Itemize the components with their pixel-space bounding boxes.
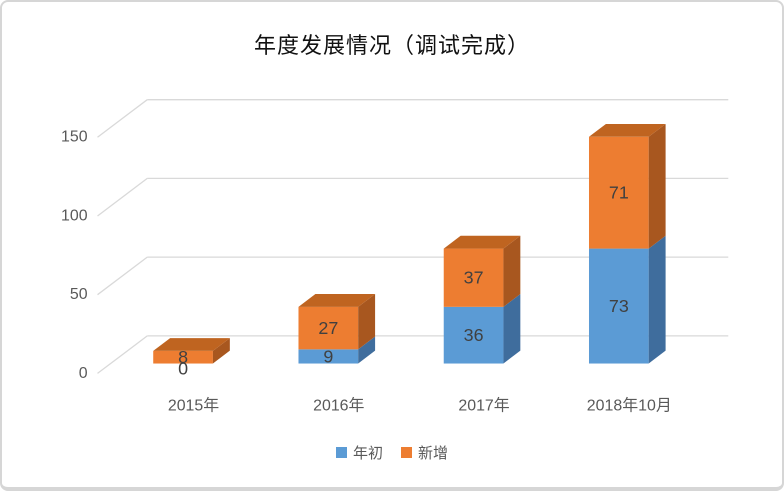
y-axis-tick-label: 150	[61, 129, 88, 146]
bar-top-新增	[298, 294, 376, 307]
data-label-新增: 37	[464, 268, 484, 288]
y-axis-tick-label: 0	[79, 365, 88, 382]
bar-segment-front-年初	[298, 349, 359, 364]
y-axis-tick-label: 50	[70, 286, 88, 303]
data-label-年初: 0	[178, 359, 188, 379]
bar-segment-front-新增	[153, 350, 213, 364]
bar-top-新增	[443, 235, 521, 249]
gridline-side-150	[97, 99, 148, 138]
legend: 年初 新增	[2, 442, 782, 463]
data-label-年初: 36	[464, 325, 484, 345]
data-label-新增: 27	[318, 318, 338, 338]
bar-segment-front-新增	[298, 306, 359, 350]
bar-top-新增	[153, 338, 230, 351]
bar-segment-side-新增	[358, 294, 376, 350]
bar-segment-side-年初	[358, 336, 376, 364]
gridline-side-100	[97, 177, 148, 217]
data-label-新增: 71	[609, 183, 629, 203]
bar-segment-side-新增	[212, 338, 230, 364]
x-axis-category-label: 2015年	[168, 397, 219, 415]
gridline-side-0	[97, 335, 148, 374]
data-label-年初: 9	[323, 346, 333, 366]
x-axis-category-label: 2017年	[458, 397, 509, 415]
bar-segment-front-年初	[443, 306, 504, 364]
bar-segment-side-新增	[503, 235, 521, 307]
legend-label: 新增	[418, 445, 449, 462]
bar-segment-side-年初	[503, 294, 521, 364]
bar-segment-front-新增	[443, 248, 504, 307]
gridline-side-50	[97, 256, 148, 296]
bar-segment-side-年初	[648, 235, 666, 364]
bar-segment-front-年初	[588, 248, 649, 364]
chart-title: 年度发展情况（调试完成）	[253, 33, 530, 58]
y-axis-tick-label: 100	[61, 207, 88, 224]
data-label-新增: 8	[178, 347, 188, 367]
legend-entry-年初: 年初	[335, 442, 383, 463]
legend-label: 年初	[352, 445, 383, 462]
x-axis-category-label: 2018年10月	[587, 397, 672, 415]
bar-top-新增	[588, 123, 666, 137]
bar-segment-front-新增	[588, 136, 649, 249]
legend-swatch-icon	[401, 447, 412, 458]
legend-entry-新增: 新增	[401, 442, 448, 463]
legend-swatch-icon	[335, 447, 347, 458]
data-label-年初: 73	[609, 296, 629, 316]
bar-segment-side-新增	[648, 123, 666, 249]
x-axis-category-label: 2016年	[313, 397, 364, 415]
